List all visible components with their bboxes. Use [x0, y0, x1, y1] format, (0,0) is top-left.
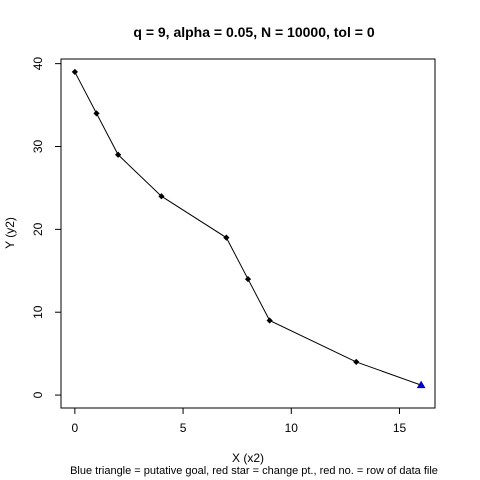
y-tick-label: 20 [31, 222, 45, 236]
y-axis-label: Y (y2) [3, 217, 17, 249]
data-point [93, 110, 100, 117]
data-point [158, 193, 165, 200]
series-layer [71, 68, 426, 389]
x-axis: 0 5 10 15 [72, 407, 407, 435]
data-point [71, 68, 78, 76]
plot-frame [60, 58, 436, 409]
y-tick-label: 30 [31, 140, 45, 154]
x-tick-label: 5 [180, 421, 187, 435]
y-tick-label: 40 [31, 57, 45, 71]
y-tick-label: 0 [31, 391, 45, 398]
x-tick-label: 0 [72, 421, 79, 435]
goal-triangle-marker [416, 380, 426, 389]
series-line [74, 71, 422, 386]
data-point [266, 317, 273, 324]
y-axis: 0 10 20 30 40 [31, 57, 62, 398]
x-tick-label: 15 [393, 421, 407, 435]
data-point [353, 358, 360, 366]
x-axis-label: X (x2) [232, 451, 264, 465]
chart-title: q = 9, alpha = 0.05, N = 10000, tol = 0 [133, 24, 374, 40]
x-tick-label: 10 [285, 421, 299, 435]
chart-subtitle: Blue triangle = putative goal, red star … [70, 465, 438, 477]
data-point [244, 275, 252, 283]
y-tick-label: 10 [31, 305, 45, 319]
data-point [115, 151, 122, 158]
data-point [223, 234, 230, 241]
